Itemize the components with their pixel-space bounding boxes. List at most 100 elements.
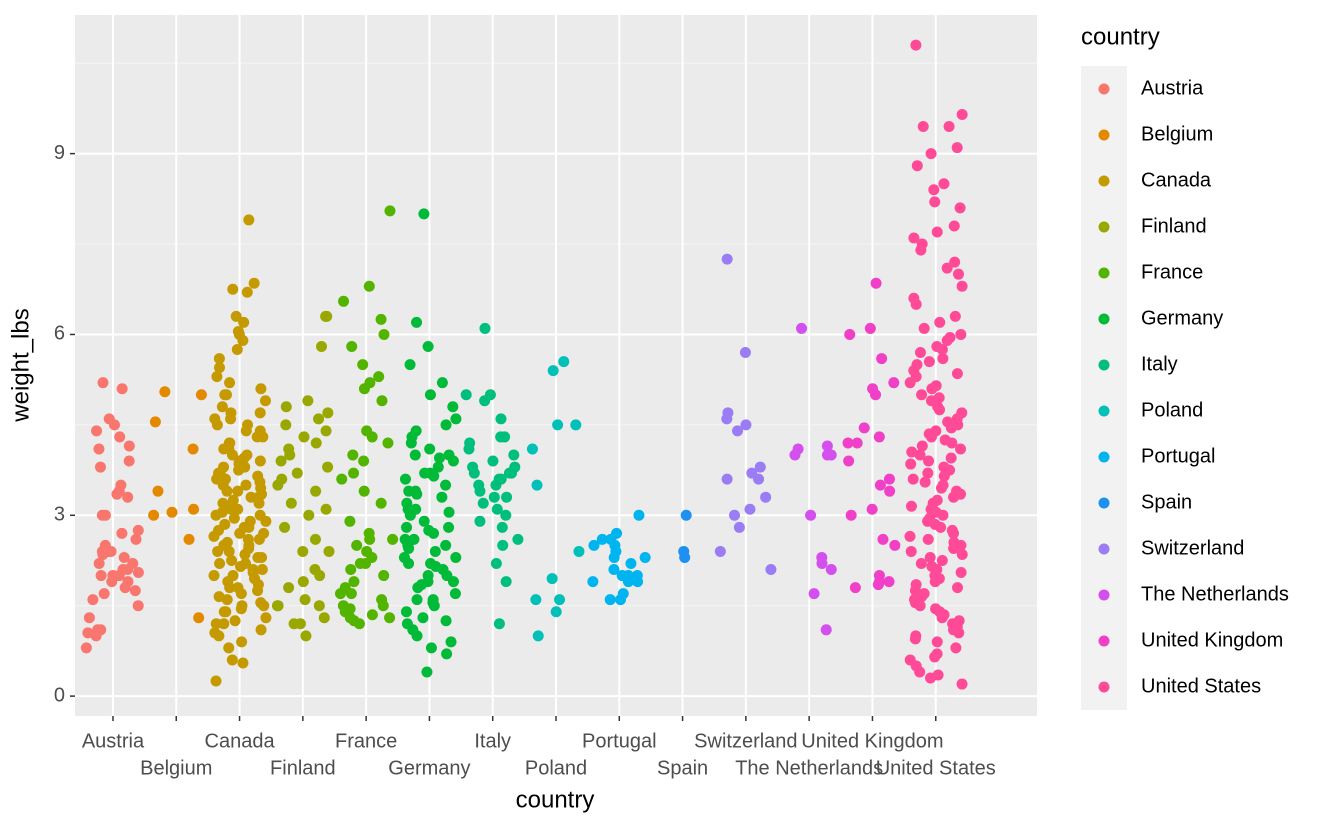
x-tick-label: Portugal (582, 730, 657, 752)
point (209, 413, 221, 425)
point (226, 554, 238, 566)
point (433, 452, 445, 464)
point (236, 600, 248, 612)
point (450, 551, 462, 563)
legend-key (1098, 451, 1110, 463)
x-tick-label: Germany (388, 757, 470, 779)
point (956, 407, 968, 419)
point (956, 108, 968, 120)
legend-key (1098, 589, 1110, 601)
point (348, 576, 360, 588)
point (950, 642, 962, 654)
point (558, 356, 570, 368)
point (91, 425, 103, 437)
point (933, 573, 945, 585)
point (99, 509, 111, 521)
point (357, 359, 369, 371)
point (554, 594, 566, 606)
legend-label: Poland (1141, 399, 1203, 421)
point (936, 554, 948, 566)
point (953, 615, 965, 627)
point (864, 322, 876, 334)
point (500, 509, 512, 521)
x-tick-label: Switzerland (694, 730, 797, 752)
point (229, 615, 241, 627)
point (93, 558, 105, 570)
point (845, 509, 857, 521)
point (443, 521, 455, 533)
point (103, 413, 115, 425)
point (227, 283, 239, 295)
point (952, 582, 964, 594)
point (938, 609, 950, 621)
legend-key (1098, 405, 1110, 417)
point (722, 407, 734, 419)
point (401, 521, 413, 533)
point (816, 551, 828, 563)
point (337, 600, 349, 612)
point (241, 286, 253, 298)
point (208, 570, 220, 582)
point (487, 455, 499, 467)
point (500, 576, 512, 588)
point (925, 148, 937, 160)
point (378, 328, 390, 340)
point (911, 160, 923, 172)
point (283, 582, 295, 594)
point (911, 359, 923, 371)
point (930, 380, 942, 392)
point (496, 521, 508, 533)
point (929, 518, 941, 530)
legend-label: Canada (1141, 169, 1212, 191)
point (123, 440, 135, 452)
point (915, 558, 927, 570)
point (904, 530, 916, 542)
point (588, 539, 600, 551)
point (477, 497, 489, 509)
point (416, 579, 428, 591)
y-axis-title: weight_lbs (7, 308, 34, 422)
legend-key (1098, 129, 1110, 141)
point (408, 533, 420, 545)
point (223, 642, 235, 654)
point (423, 524, 435, 536)
legend-key (1098, 221, 1110, 233)
point (399, 533, 411, 545)
point (509, 461, 521, 473)
point (424, 443, 436, 455)
point (721, 473, 733, 485)
point (344, 612, 356, 624)
point (934, 404, 946, 416)
point (443, 449, 455, 461)
point (210, 618, 222, 630)
point (232, 325, 244, 337)
point (417, 612, 429, 624)
point (933, 392, 945, 404)
point (450, 413, 462, 425)
point (254, 509, 266, 521)
point (547, 365, 559, 377)
point (905, 545, 917, 557)
point (729, 509, 741, 521)
legend-keys (1081, 66, 1127, 710)
x-tick-label: Austria (82, 730, 145, 752)
point (230, 310, 242, 322)
point (214, 558, 226, 570)
point (297, 576, 309, 588)
point (280, 419, 292, 431)
point (226, 654, 238, 666)
point (493, 618, 505, 630)
point (213, 467, 225, 479)
point (418, 208, 430, 220)
point (240, 479, 252, 491)
point (908, 232, 920, 244)
point (159, 386, 171, 398)
point (490, 558, 502, 570)
point (928, 184, 940, 196)
point (309, 564, 321, 576)
point (225, 413, 237, 425)
legend-title: country (1081, 23, 1160, 50)
point (382, 437, 394, 449)
point (384, 612, 396, 624)
point (611, 527, 623, 539)
